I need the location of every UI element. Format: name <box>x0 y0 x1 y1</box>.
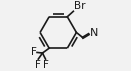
Text: F: F <box>35 60 41 70</box>
Text: N: N <box>90 28 98 38</box>
Text: F: F <box>31 47 36 57</box>
Text: F: F <box>43 60 48 70</box>
Text: Br: Br <box>74 1 85 11</box>
